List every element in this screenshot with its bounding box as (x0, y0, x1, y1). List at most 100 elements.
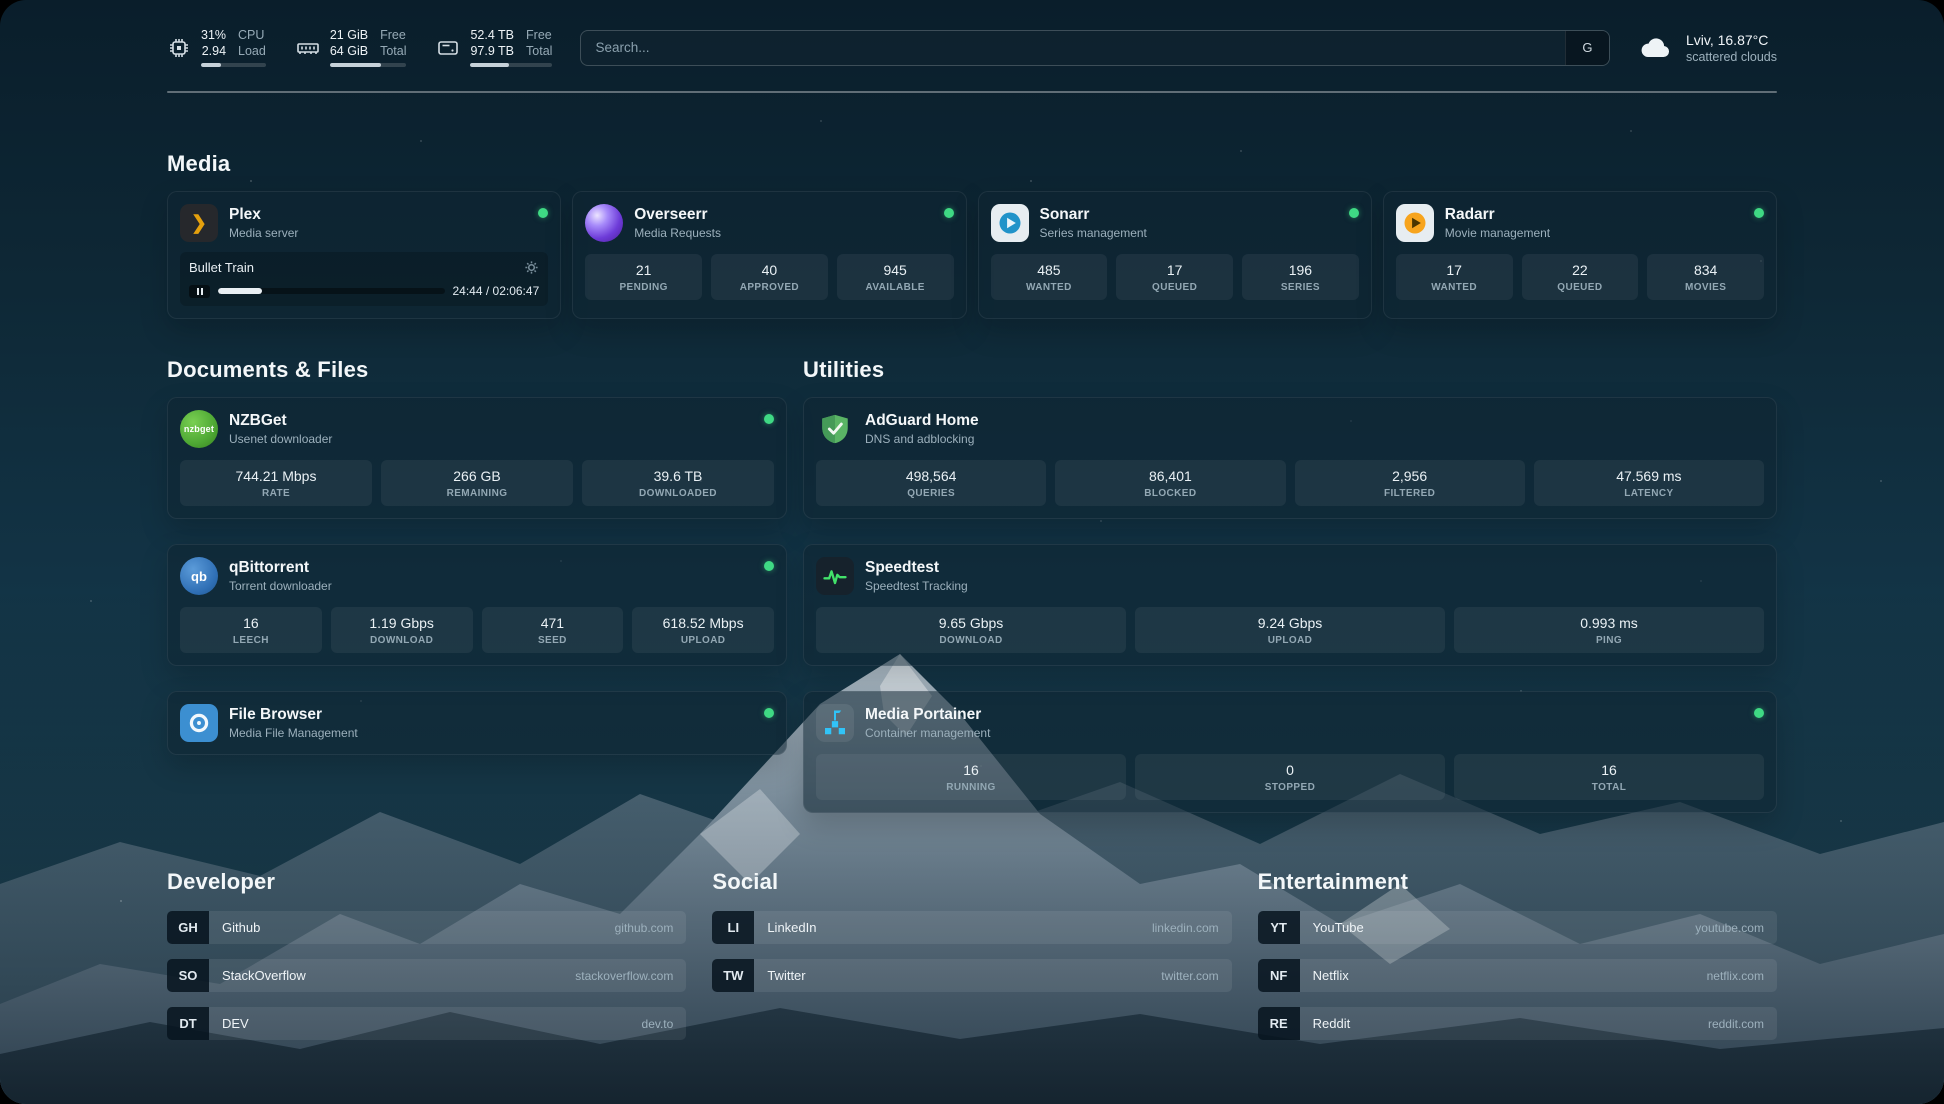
mountains-background-image (0, 654, 1944, 1104)
service-card-plex[interactable]: ❯ Plex Media server Bullet Train (167, 191, 562, 319)
bookmark-stackoverflow[interactable]: SO StackOverflow stackoverflow.com (167, 959, 687, 992)
bookmark-name: StackOverflow (222, 968, 306, 983)
stat-series: 196 SERIES (1242, 254, 1359, 300)
status-dot (1348, 208, 1359, 218)
bookmark-github[interactable]: GH Github github.com (167, 911, 687, 944)
bookmark-domain: github.com (614, 920, 674, 935)
service-card-qbittorrent[interactable]: qb qBittorrent Torrent downloader 16 LEE… (167, 544, 787, 666)
stat-remaining: 266 GB REMAINING (381, 460, 573, 506)
status-dot (1754, 708, 1764, 718)
bookmark-group-social: Social LI LinkedIn linkedin.com TW Twitt… (712, 869, 1232, 1040)
cpu-icon (167, 36, 191, 60)
bookmark-domain: stackoverflow.com (575, 968, 674, 983)
bookmark-body: Twitter twitter.com (754, 959, 1232, 992)
memory-icon (296, 36, 320, 60)
memory-widget: 21 GiB Free 64 GiB Total (296, 28, 407, 67)
status-dot (764, 561, 774, 571)
pause-button[interactable] (189, 284, 210, 298)
service-name: Speedtest (865, 559, 940, 576)
section-media: Media ❯ Plex Media server Bullet Tr (167, 151, 1777, 319)
bookmark-body: Github github.com (209, 911, 687, 944)
bookmark-name: DEV (222, 1016, 249, 1031)
disk-total-label: Total (526, 44, 553, 58)
service-card-filebrowser[interactable]: File Browser Media File Management (167, 691, 787, 755)
bookmark-netflix[interactable]: NF Netflix netflix.com (1257, 959, 1777, 992)
search-provider-button[interactable]: G (1564, 30, 1609, 65)
memory-free-value: 21 GiB (329, 28, 369, 42)
bookmark-youtube[interactable]: YT YouTube youtube.com (1257, 911, 1777, 944)
service-name: qBittorrent (229, 559, 310, 576)
stat-downloaded: 39.6 TB DOWNLOADED (582, 460, 774, 506)
bookmark-body: DEV dev.to (209, 1007, 687, 1040)
bookmark-domain: linkedin.com (1151, 920, 1219, 935)
top-bar: 31% CPU 2.94 Load (167, 28, 1777, 67)
disk-progress-bar (470, 63, 553, 67)
disk-free-value: 52.4 TB (470, 28, 515, 42)
stat-approved: 40 APPROVED (711, 254, 828, 300)
bookmark-body: Netflix netflix.com (1299, 959, 1777, 992)
service-desc: Media server (229, 226, 299, 240)
bookmarks-grid: Developer GH Github github.com SO StackO… (167, 869, 1777, 1040)
service-card-portainer[interactable]: Media Portainer Container management 16 … (803, 691, 1777, 813)
media-section-title: Media (167, 151, 231, 176)
disk-free-label: Free (526, 28, 552, 42)
snow-specks (0, 0, 2, 2)
service-desc: Speedtest Tracking (865, 579, 968, 593)
bookmark-twitter[interactable]: TW Twitter twitter.com (712, 959, 1232, 992)
stat-queued: 22 QUEUED (1521, 254, 1639, 300)
bookmark-reddit[interactable]: RE Reddit reddit.com (1257, 1007, 1777, 1040)
weather-location: Lviv, 16.87°C (1685, 31, 1769, 48)
weather-condition: scattered clouds (1685, 49, 1777, 64)
stat-available: 945 AVAILABLE (836, 254, 954, 300)
stat-download: 9.65 Gbps DOWNLOAD (816, 607, 1126, 653)
main-grid: Documents & Files nzbget NZBGet Usenet d… (167, 357, 1777, 813)
service-card-overseerr[interactable]: Overseerr Media Requests 21 PENDING 40 A… (572, 191, 967, 319)
cpu-percent-value: 31% (201, 28, 227, 42)
bookmark-dev[interactable]: DT DEV dev.to (167, 1007, 687, 1040)
service-desc: Media Requests (634, 226, 721, 240)
service-card-sonarr[interactable]: Sonarr Series management 485 WANTED 17 Q… (977, 191, 1372, 319)
bookmark-abbr: NF (1257, 959, 1300, 992)
status-dot (538, 208, 549, 218)
status-dot (764, 414, 774, 424)
stat-download: 1.19 Gbps DOWNLOAD (330, 607, 473, 653)
service-desc: Torrent downloader (229, 579, 332, 593)
cpu-widget: 31% CPU 2.94 Load (167, 28, 266, 67)
service-name: NZBGet (229, 412, 287, 429)
bookmark-group-developer: Developer GH Github github.com SO StackO… (167, 869, 687, 1040)
service-card-nzbget[interactable]: nzbget NZBGet Usenet downloader 744.21 M… (167, 397, 787, 519)
service-name: File Browser (229, 706, 323, 723)
stat-wanted: 17 WANTED (1395, 254, 1513, 300)
portainer-icon (816, 704, 854, 742)
stat-queries: 498,564 QUERIES (816, 460, 1047, 506)
bookmark-linkedin[interactable]: LI LinkedIn linkedin.com (712, 911, 1232, 944)
adguard-icon (816, 410, 854, 448)
overseerr-icon (585, 204, 624, 242)
service-card-radarr[interactable]: Radarr Movie management 17 WANTED 22 QUE… (1382, 191, 1777, 319)
bookmark-body: Reddit reddit.com (1299, 1007, 1777, 1040)
service-name: Plex (229, 206, 261, 223)
service-name: Overseerr (634, 206, 708, 223)
service-desc: Usenet downloader (229, 432, 333, 446)
weather-widget: Lviv, 16.87°C scattered clouds (1638, 31, 1777, 65)
bookmark-name: Reddit (1312, 1016, 1351, 1031)
service-desc: Series management (1039, 226, 1147, 240)
status-dot (943, 208, 954, 218)
stat-pending: 21 PENDING (585, 254, 702, 300)
sonarr-icon (990, 204, 1029, 242)
service-card-adguard[interactable]: AdGuard Home DNS and adblocking 498,564 … (803, 397, 1777, 519)
service-card-speedtest[interactable]: Speedtest Speedtest Tracking 9.65 Gbps D… (803, 544, 1777, 666)
search-input[interactable] (581, 30, 1565, 65)
stat-latency: 47.569 ms LATENCY (1533, 460, 1764, 506)
bookmark-group-entertainment: Entertainment YT YouTube youtube.com NF … (1257, 869, 1777, 1040)
gear-icon[interactable] (524, 260, 539, 275)
service-desc: DNS and adblocking (865, 432, 975, 446)
filebrowser-icon (180, 704, 218, 742)
status-dot (764, 708, 774, 718)
bookmark-abbr: YT (1257, 911, 1300, 944)
memory-total-value: 64 GiB (329, 44, 369, 58)
developer-group-title: Developer (167, 869, 276, 894)
stat-wanted: 485 WANTED (990, 254, 1108, 300)
service-name: Radarr (1444, 206, 1495, 223)
